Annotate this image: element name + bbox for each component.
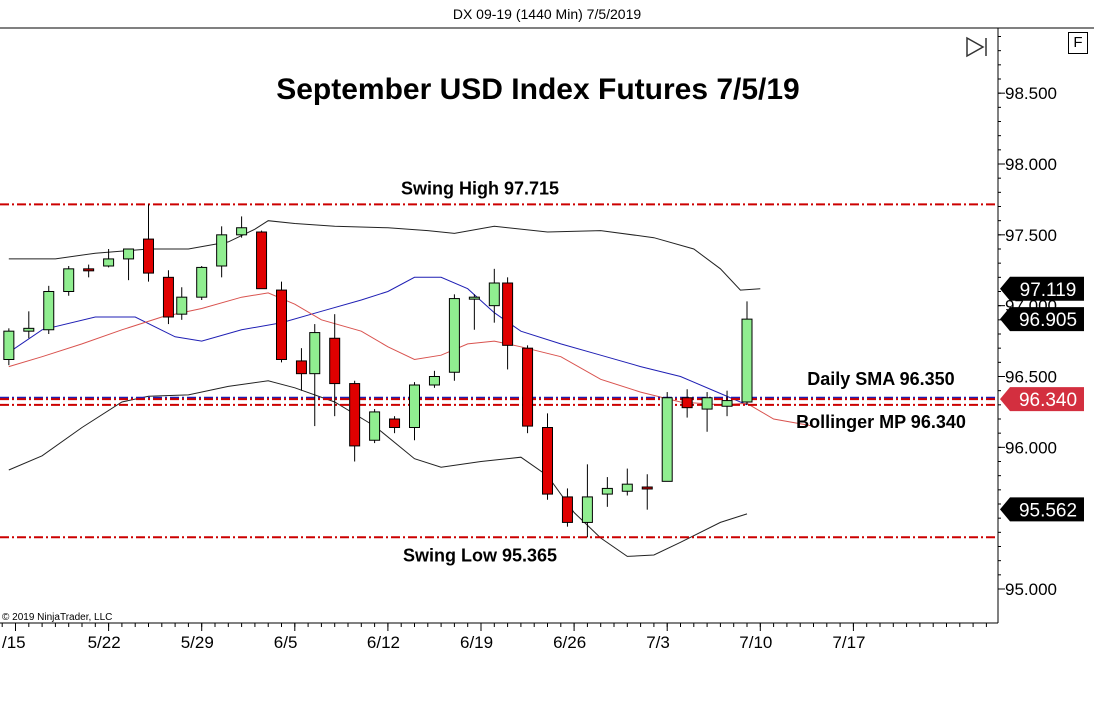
candle-body — [601, 487, 613, 495]
candle-body — [276, 289, 287, 361]
candle-body — [143, 238, 154, 274]
x-tick-label: 6/19 — [460, 633, 493, 652]
y-tick-label: 98.000 — [1005, 155, 1057, 174]
y-tick-label: 96.500 — [1005, 368, 1057, 387]
level-label: Daily SMA 96.350 — [807, 369, 954, 389]
x-tick-label: 7/17 — [832, 633, 865, 652]
candle-body — [196, 266, 208, 298]
copyright-text: © 2019 NinjaTrader, LLC — [2, 612, 112, 623]
candle-body — [681, 397, 693, 409]
price-marker: 97.119 — [1000, 276, 1084, 301]
y-tick-label: 97.500 — [1005, 226, 1057, 245]
candle-body — [701, 397, 713, 410]
level-label: Swing High 97.715 — [401, 178, 559, 198]
candle-body — [349, 383, 361, 447]
candle-body — [542, 427, 553, 495]
candle-body — [488, 282, 500, 307]
bollinger-upper-band — [8, 220, 761, 291]
x-tick-label: 6/26 — [553, 633, 586, 652]
candle-body — [309, 332, 321, 375]
price-marker-label: 96.340 — [1019, 390, 1077, 411]
candle-body — [63, 268, 75, 293]
y-tick-label: 96.000 — [1005, 438, 1057, 457]
candle-body — [23, 327, 35, 332]
x-tick-label: 7/10 — [739, 633, 772, 652]
chart-title: September USD Index Futures 7/5/19 — [276, 73, 800, 106]
x-tick-label: 5/22 — [88, 633, 121, 652]
x-tick-label: 7/3 — [646, 633, 670, 652]
candle-body — [103, 258, 115, 267]
candle-body — [468, 296, 480, 300]
candle-body — [369, 411, 381, 441]
candle-body — [176, 296, 188, 315]
candle-body — [409, 384, 420, 428]
window-title: DX 09-19 (1440 Min) 7/5/2019 — [452, 6, 642, 22]
bollinger-lower-band — [8, 380, 748, 557]
x-tick-label: 6/5 — [274, 633, 298, 652]
candle-body — [83, 268, 95, 272]
candle-body — [561, 496, 573, 523]
y-tick-label: 95.000 — [1005, 580, 1057, 599]
candle-body — [216, 234, 228, 267]
candle-body — [621, 483, 633, 492]
price-marker: 95.562 — [1000, 497, 1084, 522]
bollinger-middle-band — [8, 276, 748, 406]
candle-body — [295, 360, 307, 375]
format-button[interactable]: F — [1068, 32, 1088, 54]
candle-body — [502, 282, 514, 346]
level-label: Bollinger MP 96.340 — [796, 412, 966, 432]
sma-line — [8, 292, 814, 427]
y-tick-label: 98.500 — [1005, 84, 1057, 103]
x-tick-label: 5/29 — [181, 633, 214, 652]
x-tick-label: /15 — [2, 633, 26, 652]
candle-body — [522, 347, 534, 427]
price-marker: 96.340 — [1000, 387, 1084, 412]
candle-body — [428, 376, 440, 386]
candle-body — [581, 496, 593, 523]
candle-body — [741, 318, 753, 403]
candle-body — [661, 397, 673, 482]
candle-body — [641, 486, 653, 490]
candle-body — [329, 337, 341, 385]
candle-body — [721, 400, 733, 407]
price-marker-label: 97.119 — [1020, 280, 1077, 301]
candle-body — [256, 231, 268, 290]
play-to-end-icon[interactable] — [966, 36, 987, 58]
candle-body — [43, 291, 55, 331]
candle-body — [162, 276, 174, 318]
candle-body — [389, 418, 401, 428]
price-marker-label: 95.562 — [1019, 500, 1077, 521]
candle-body — [123, 248, 135, 260]
x-tick-label: 6/12 — [367, 633, 400, 652]
price-marker: 96.905 — [1000, 307, 1084, 332]
candle-body — [3, 330, 15, 360]
candle-body — [448, 298, 460, 373]
level-label: Swing Low 95.365 — [403, 545, 557, 565]
candle-body — [236, 227, 248, 236]
price-marker-label: 96.905 — [1019, 310, 1077, 331]
